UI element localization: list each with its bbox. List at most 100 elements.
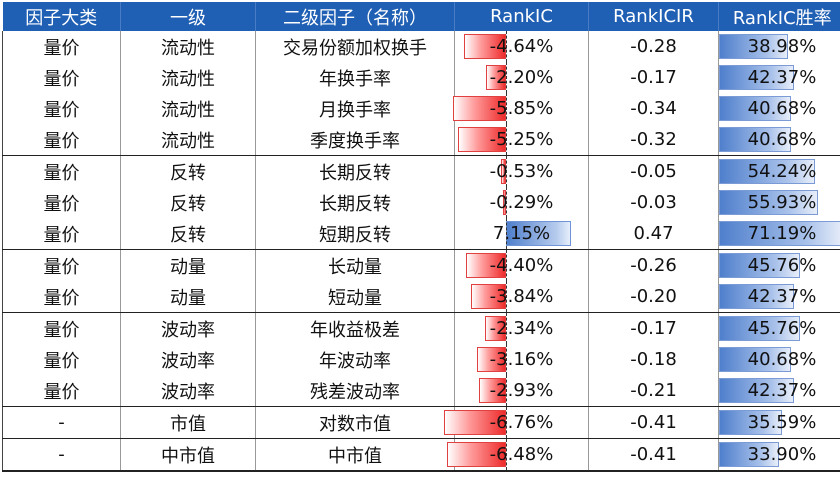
rankic-zero-axis [506,250,507,281]
rankic-value: -5.85% [490,98,554,119]
cell-rankicir: -0.21 [589,375,719,407]
cell-factor-name: 对数市值 [256,407,455,439]
cell-rankicir: -0.41 [589,439,719,472]
rankic-value: -5.25% [490,129,554,150]
rankic-zero-axis [506,375,507,406]
cell-rankic: -0.29% [455,187,589,218]
winrate-value: 40.68% [748,129,817,150]
cell-rankic: -4.40% [455,250,589,282]
cell-category: 量价 [3,281,121,313]
winrate-value: 54.24% [748,161,817,182]
winrate-value: 42.37% [748,380,817,401]
cell-category: 量价 [3,187,121,218]
cell-rankicir: -0.05 [589,156,719,188]
cell-level1: 波动率 [121,344,256,375]
cell-rankicir: -0.32 [589,124,719,156]
cell-level1: 流动性 [121,93,256,124]
header-level2-name: 二级因子（名称） [256,2,455,31]
cell-rankicir: -0.18 [589,344,719,375]
rankic-zero-axis [506,93,507,124]
cell-rankic: -6.48% [455,439,589,472]
rankic-value: -2.34% [490,318,554,339]
cell-level1: 流动性 [121,124,256,156]
winrate-value: 71.19% [748,223,817,244]
cell-level1: 动量 [121,250,256,282]
rankic-zero-axis [506,313,507,344]
rankic-value: -4.64% [490,36,554,57]
cell-rankic-winrate: 40.68% [719,93,840,124]
cell-factor-name: 短期反转 [256,218,455,250]
cell-rankic-winrate: 45.76% [719,313,840,345]
cell-rankicir: -0.03 [589,187,719,218]
cell-rankic: 7.15% [455,218,589,250]
rankic-zero-axis [506,187,507,218]
cell-level1: 波动率 [121,313,256,345]
header-rankic-winrate: RankIC胜率 [719,2,840,31]
rankic-value: -2.20% [490,67,554,88]
rankic-zero-axis [506,439,507,470]
cell-rankic: -5.25% [455,124,589,156]
cell-factor-name: 中市值 [256,439,455,472]
cell-factor-name: 交易份额加权换手 [256,31,455,62]
cell-category: 量价 [3,62,121,93]
cell-category: 量价 [3,218,121,250]
cell-rankicir: -0.20 [589,281,719,313]
rankic-zero-axis [506,156,507,187]
cell-category: 量价 [3,156,121,188]
rankic-value: -6.76% [490,412,554,433]
cell-category: 量价 [3,313,121,345]
rankic-value: 7.15% [493,223,550,244]
cell-rankic: -3.16% [455,344,589,375]
cell-factor-name: 季度换手率 [256,124,455,156]
cell-rankic-winrate: 42.37% [719,62,840,93]
winrate-value: 40.68% [748,98,817,119]
cell-factor-name: 残差波动率 [256,375,455,407]
rankic-zero-axis [506,281,507,312]
cell-rankicir: -0.17 [589,62,719,93]
cell-level1: 流动性 [121,62,256,93]
cell-rankic-winrate: 54.24% [719,156,840,188]
cell-level1: 中市值 [121,439,256,472]
winrate-value: 42.37% [748,286,817,307]
cell-rankicir: -0.41 [589,407,719,439]
cell-factor-name: 月换手率 [256,93,455,124]
rankic-zero-axis [506,31,507,62]
header-category: 因子大类 [3,2,121,31]
cell-factor-name: 长动量 [256,250,455,282]
cell-rankic-winrate: 55.93% [719,187,840,218]
cell-rankic-winrate: 45.76% [719,250,840,282]
cell-rankic: -2.20% [455,62,589,93]
rankic-value: -4.40% [490,255,554,276]
winrate-value: 45.76% [748,318,817,339]
cell-level1: 反转 [121,218,256,250]
cell-rankicir: -0.17 [589,313,719,345]
cell-category: 量价 [3,93,121,124]
rankic-value: -3.84% [490,286,554,307]
rankic-zero-axis [506,124,507,155]
cell-category: 量价 [3,375,121,407]
cell-rankic-winrate: 40.68% [719,344,840,375]
header-rankic: RankIC [455,2,589,31]
rankic-value: -2.93% [490,380,554,401]
cell-level1: 反转 [121,187,256,218]
winrate-value: 38.98% [748,36,817,57]
winrate-value: 55.93% [748,192,817,213]
cell-factor-name: 年波动率 [256,344,455,375]
rankic-zero-axis [506,218,507,249]
cell-category: 量价 [3,250,121,282]
header-level1: 一级 [121,2,256,31]
cell-rankic-winrate: 38.98% [719,31,840,62]
cell-rankic: -5.85% [455,93,589,124]
rankic-value: -0.29% [490,192,554,213]
cell-rankic: -0.53% [455,156,589,188]
